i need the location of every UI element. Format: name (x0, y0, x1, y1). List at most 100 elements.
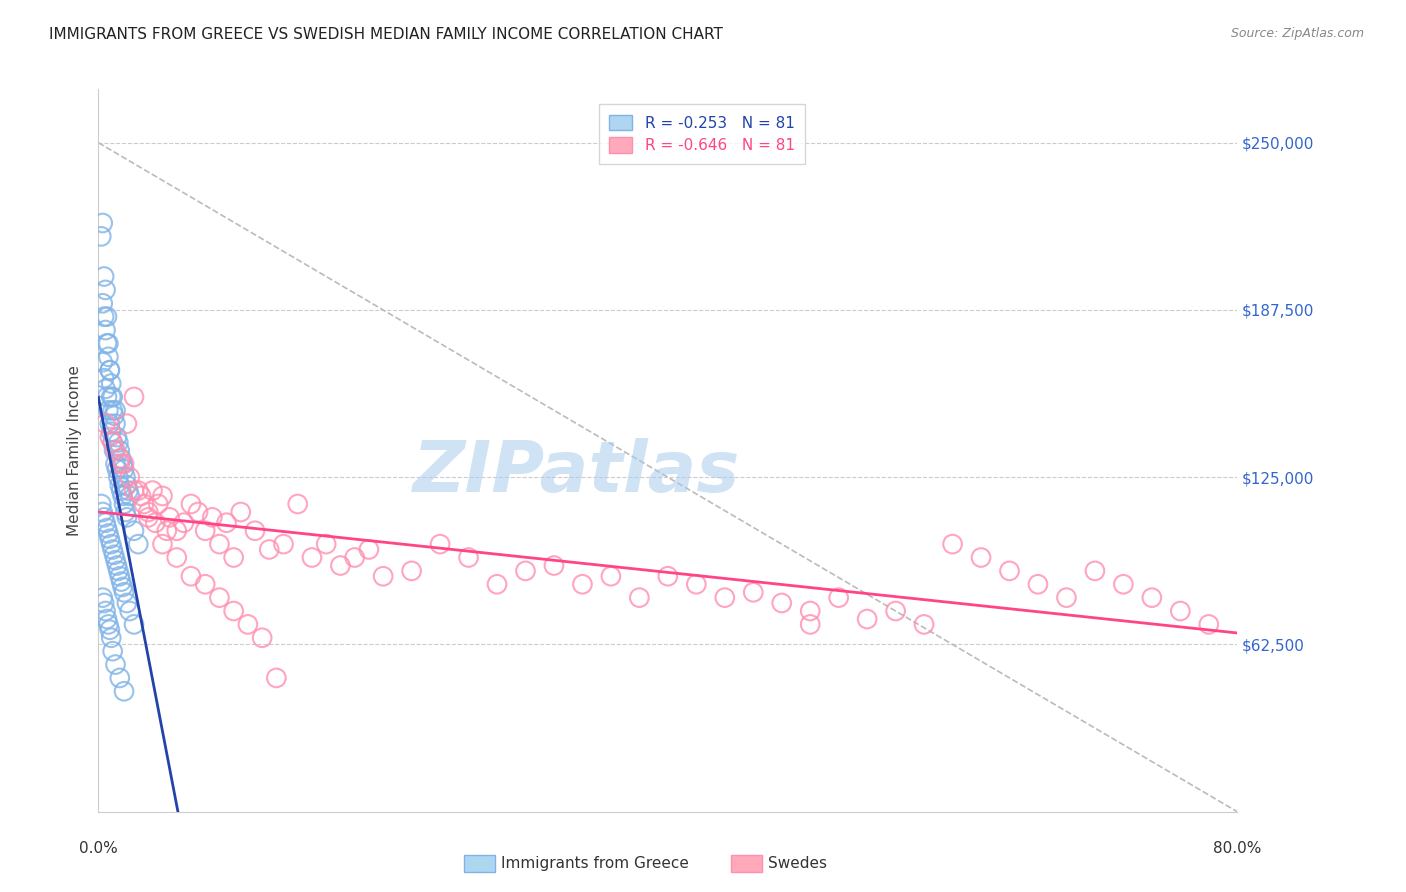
Point (159, 510, 181, 524)
Point (770, 596, 793, 610)
Point (799, 617, 821, 632)
Point (100, 631, 122, 645)
Point (600, 569, 623, 583)
Point (114, 505, 136, 519)
Point (148, 497, 170, 511)
Point (127, 537, 149, 551)
Point (94, 283, 117, 297)
Point (222, 604, 245, 618)
Point (105, 558, 128, 573)
Point (104, 403, 127, 417)
Point (1170, 604, 1192, 618)
Point (100, 425, 122, 439)
Point (998, 564, 1021, 578)
Point (98, 363, 121, 377)
Point (884, 604, 907, 618)
Point (105, 462, 128, 476)
Point (122, 390, 145, 404)
Point (108, 478, 131, 492)
Point (108, 457, 131, 471)
Point (91, 216, 114, 230)
Text: IMMIGRANTS FROM GREECE VS SWEDISH MEDIAN FAMILY INCOME CORRELATION CHART: IMMIGRANTS FROM GREECE VS SWEDISH MEDIAN… (49, 27, 723, 42)
Point (136, 510, 159, 524)
Point (101, 403, 124, 417)
Point (98, 363, 121, 377)
Point (108, 671, 131, 685)
Point (942, 537, 965, 551)
Point (301, 550, 323, 565)
Point (104, 553, 127, 567)
Point (1056, 591, 1078, 605)
Point (194, 524, 217, 538)
Point (115, 510, 138, 524)
Point (229, 505, 252, 519)
Point (742, 585, 765, 599)
Point (97, 350, 120, 364)
Point (104, 457, 127, 471)
Point (259, 542, 281, 557)
Point (93, 371, 115, 385)
Point (152, 489, 174, 503)
Point (112, 684, 135, 698)
Point (98, 623, 121, 637)
Point (141, 483, 163, 498)
Point (104, 417, 127, 431)
Point (122, 617, 145, 632)
Point (111, 489, 134, 503)
Point (145, 516, 167, 530)
Point (1112, 577, 1135, 591)
Point (93, 269, 115, 284)
Point (129, 489, 152, 503)
Point (180, 497, 202, 511)
Point (799, 604, 821, 618)
Point (243, 524, 266, 538)
Point (486, 577, 509, 591)
Point (856, 612, 879, 626)
Point (98, 417, 121, 431)
Point (266, 671, 288, 685)
Point (115, 417, 138, 431)
Legend: R = -0.253   N = 81, R = -0.646   N = 81: R = -0.253 N = 81, R = -0.646 N = 81 (599, 104, 806, 163)
Point (100, 376, 122, 391)
Text: 80.0%: 80.0% (1213, 840, 1261, 855)
Point (90, 229, 112, 244)
Point (685, 577, 707, 591)
Point (110, 574, 132, 589)
Point (91, 591, 114, 605)
Point (108, 569, 131, 583)
Text: Swedes: Swedes (768, 856, 827, 871)
Point (250, 631, 273, 645)
Point (111, 457, 134, 471)
Point (112, 457, 135, 471)
Point (571, 577, 593, 591)
Point (94, 516, 117, 530)
Point (112, 497, 135, 511)
Point (343, 550, 366, 565)
Point (1198, 617, 1220, 632)
Point (101, 435, 124, 450)
Point (91, 296, 114, 310)
Point (107, 435, 129, 450)
Point (273, 537, 295, 551)
Point (1140, 591, 1163, 605)
Point (101, 644, 124, 658)
Point (96, 612, 118, 626)
Point (1084, 564, 1107, 578)
Point (208, 537, 231, 551)
Point (110, 451, 132, 466)
Point (236, 617, 259, 632)
Point (96, 310, 118, 324)
Y-axis label: Median Family Income: Median Family Income (67, 365, 83, 536)
Point (96, 336, 118, 351)
Point (112, 462, 135, 476)
Point (104, 657, 127, 672)
Point (98, 532, 121, 546)
Point (208, 591, 231, 605)
Point (94, 323, 117, 337)
Point (103, 409, 125, 423)
Point (222, 550, 245, 565)
Text: Immigrants from Greece: Immigrants from Greece (501, 856, 689, 871)
Point (101, 542, 124, 557)
Point (657, 569, 679, 583)
Point (114, 470, 136, 484)
